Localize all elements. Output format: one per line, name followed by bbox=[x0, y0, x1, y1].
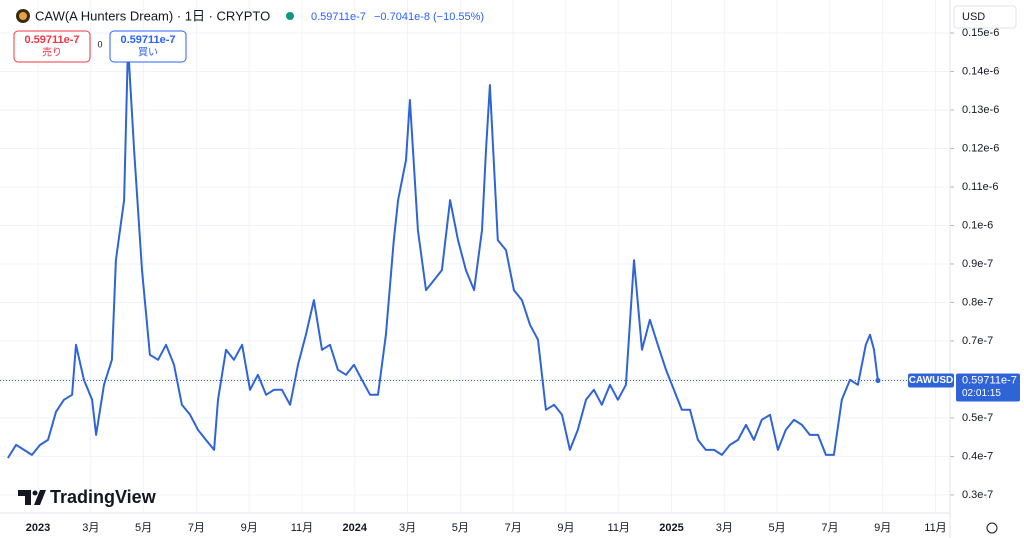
x-tick-label: 9月 bbox=[557, 522, 574, 534]
tag-countdown: 02:01:15 bbox=[962, 388, 1001, 399]
status-dot bbox=[286, 12, 294, 20]
price-tag: CAWUSD 0.59711e-7 02:01:15 bbox=[908, 373, 1020, 402]
y-tick-label: 0.11e-6 bbox=[962, 181, 999, 193]
tag-symbol-box bbox=[908, 373, 954, 388]
y-tick-label: 0.13e-6 bbox=[962, 104, 999, 116]
x-tick-label: 5月 bbox=[135, 522, 152, 534]
symbol-title: CAW(A Hunters Dream) · 1日 · CRYPTO bbox=[35, 8, 270, 23]
x-tick-label: 9月 bbox=[874, 522, 891, 534]
y-tick-label: 0.4e-7 bbox=[962, 450, 993, 462]
x-tick-label: 11月 bbox=[291, 522, 313, 534]
logo-icon bbox=[18, 490, 46, 505]
tag-price: 0.59711e-7 bbox=[962, 374, 1017, 386]
grid: 0.3e-70.4e-70.5e-70.6e-70.7e-70.8e-70.9e… bbox=[0, 0, 999, 534]
y-tick-label: 0.1e-6 bbox=[962, 219, 993, 231]
currency-button[interactable] bbox=[953, 5, 1017, 29]
x-tick-label: 3月 bbox=[399, 522, 416, 534]
buy-label[interactable]: 買い bbox=[138, 47, 158, 59]
y-tick-label: 0.7e-7 bbox=[962, 335, 993, 347]
header-price: 0.59711e-7 bbox=[311, 11, 366, 23]
buy-price[interactable]: 0.59711e-7 bbox=[120, 34, 175, 46]
last-point bbox=[875, 378, 881, 384]
y-tick-label: 0.15e-6 bbox=[962, 27, 999, 39]
symbol-icon bbox=[19, 12, 27, 20]
sell-label[interactable]: 売り bbox=[42, 46, 62, 59]
header-change: −0.7041e-8 bbox=[374, 11, 430, 23]
header-change-pct: (−10.55%) bbox=[433, 11, 484, 23]
y-tick-label: 0.8e-7 bbox=[962, 296, 993, 308]
y-tick-label: 0.9e-7 bbox=[962, 258, 993, 270]
sell-price[interactable]: 0.59711e-7 bbox=[24, 34, 79, 46]
sell-button[interactable] bbox=[13, 30, 91, 63]
y-tick-label: 0.14e-6 bbox=[962, 65, 999, 77]
price-line bbox=[7, 43, 879, 459]
x-tick-label: 3月 bbox=[82, 522, 99, 534]
x-tick-label: 7月 bbox=[188, 522, 205, 534]
settings-icon[interactable] bbox=[986, 522, 998, 534]
x-tick-label: 9月 bbox=[241, 522, 258, 534]
buy-button[interactable] bbox=[109, 30, 187, 63]
x-tick-label: 5月 bbox=[452, 522, 469, 534]
x-tick-label: 7月 bbox=[505, 522, 522, 534]
x-tick-label: 2023 bbox=[26, 522, 50, 534]
x-tick-label: 2024 bbox=[343, 522, 368, 534]
y-tick-label: 0.12e-6 bbox=[962, 142, 999, 154]
spread: 0 bbox=[97, 39, 102, 49]
logo-text: TradingView bbox=[50, 487, 157, 507]
plot bbox=[0, 43, 950, 459]
y-tick-label: 0.5e-7 bbox=[962, 412, 993, 424]
y-tick-label: 0.3e-7 bbox=[962, 489, 993, 501]
x-tick-label: 7月 bbox=[821, 522, 838, 534]
tag-symbol: CAWUSD bbox=[909, 375, 953, 386]
x-tick-label: 3月 bbox=[716, 522, 733, 534]
x-tick-label: 5月 bbox=[769, 522, 786, 534]
x-tick-label: 11月 bbox=[608, 522, 630, 534]
logo-icon bbox=[32, 490, 38, 496]
x-tick-label: 2025 bbox=[659, 522, 683, 534]
tag-price-box bbox=[956, 373, 1020, 402]
currency[interactable]: USD bbox=[962, 11, 985, 23]
x-tick-label: 11月 bbox=[924, 522, 946, 534]
